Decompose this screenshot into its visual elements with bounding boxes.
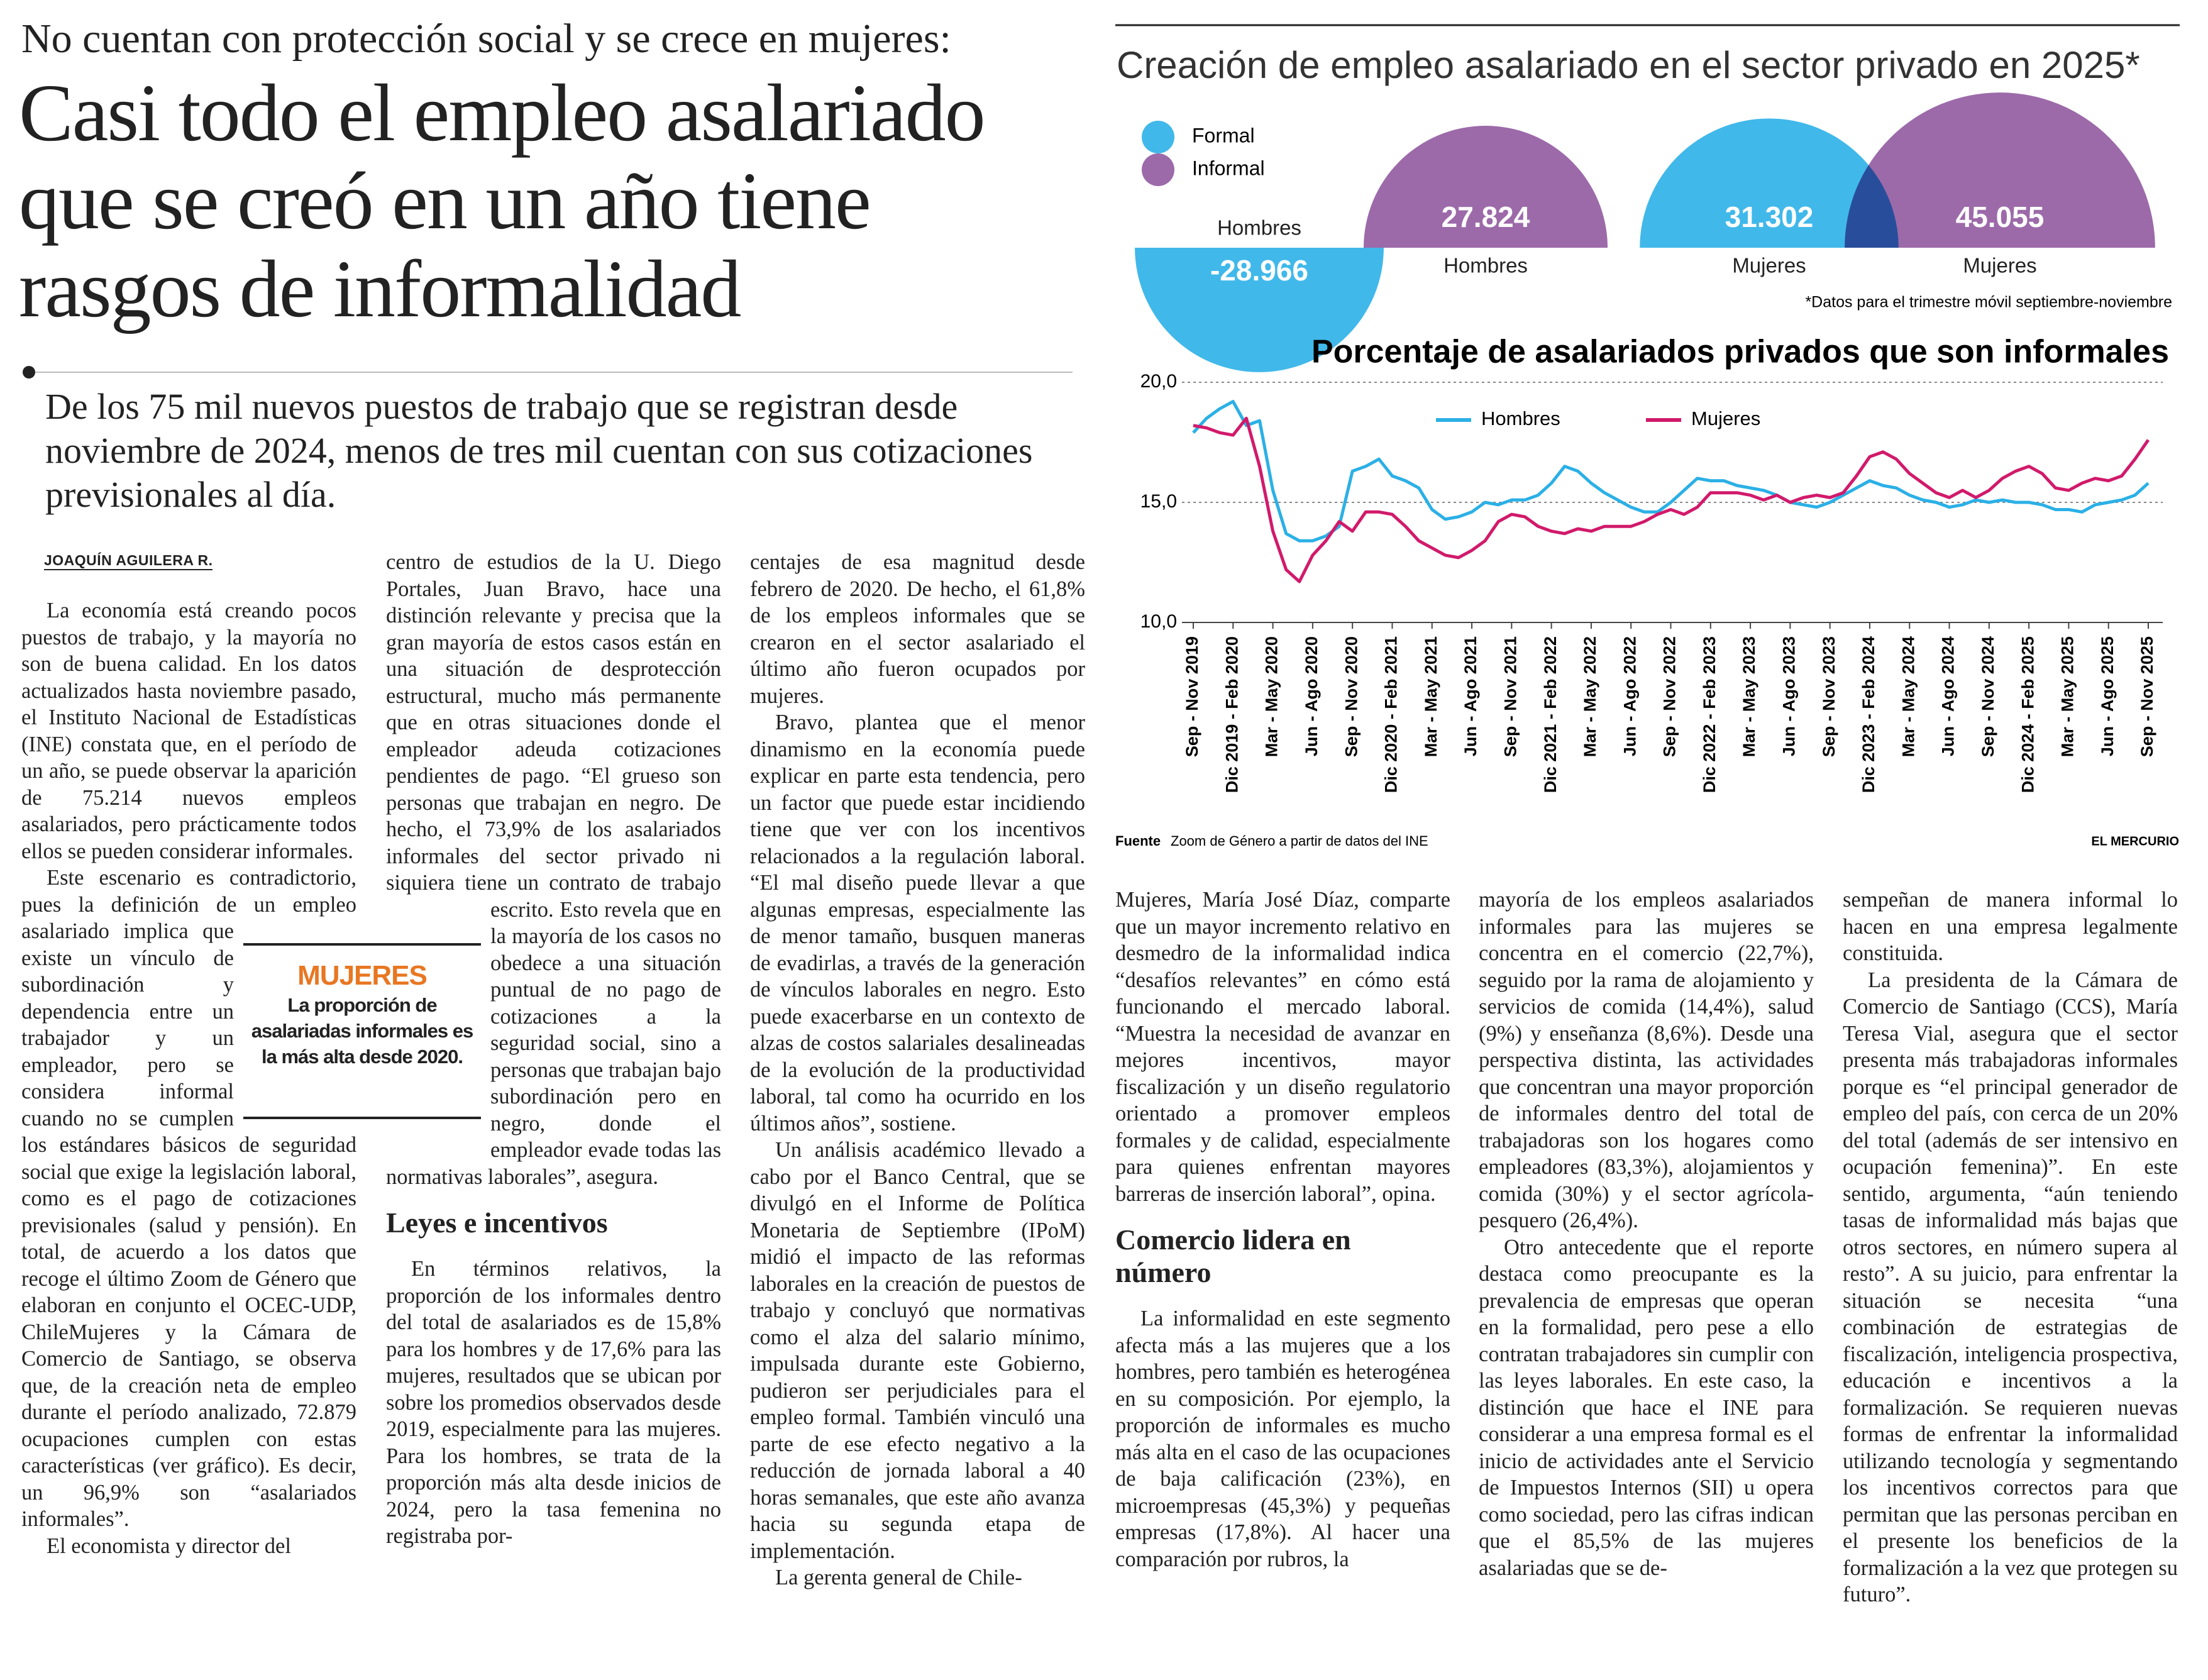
value-label: 27.824 xyxy=(1442,201,1530,233)
paragraph: Un análisis académico llevado a cabo por… xyxy=(750,1138,1085,1563)
subhead: Comercio lidera en número xyxy=(1115,1224,1351,1288)
x-tick-label: Mar - May 2022 xyxy=(1581,636,1599,757)
column: centajes de esa magnitud desde febrero d… xyxy=(750,549,1085,1591)
sidebar-label: MUJERES xyxy=(297,960,428,991)
column: Mujeres, María José Díaz, comparte que u… xyxy=(1115,887,1450,1572)
headline-line: Casi todo el empleo asalariado xyxy=(19,68,986,158)
value-label: 31.302 xyxy=(1725,201,1814,233)
paragraph: La informalidad en este segmento afecta … xyxy=(1115,1307,1450,1571)
bullet xyxy=(23,366,35,379)
x-tick-label: Dic 2023 - Feb 2024 xyxy=(1859,636,1878,793)
kicker: No cuentan con protección social y se cr… xyxy=(21,16,951,62)
category-label: Mujeres xyxy=(1732,254,1806,277)
x-tick-label: Dic 2019 - Feb 2020 xyxy=(1222,636,1241,793)
deck: De los 75 mil nuevos puestos de trabajo … xyxy=(45,386,1033,515)
x-tick-label: Sep - Nov 2019 xyxy=(1183,636,1201,757)
rule xyxy=(35,372,1073,373)
y-tick-label: 20,0 xyxy=(1140,371,1177,392)
half-circle xyxy=(1640,118,1899,248)
x-tick-label: Mar - May 2023 xyxy=(1740,636,1758,757)
paragraph: sempeñan de manera informal lo hacen en … xyxy=(1843,888,2178,965)
paragraph: Otro antecedente que el reporte destaca … xyxy=(1479,1235,1814,1580)
category-label: Mujeres xyxy=(1963,254,2036,277)
paragraph: La gerenta general de Chile- xyxy=(775,1566,1022,1589)
x-tick-label: Jun - Ago 2023 xyxy=(1780,636,1799,756)
chart-note: *Datos para el trimestre móvil septiembr… xyxy=(1805,294,2172,311)
x-tick-label: Dic 2020 - Feb 2021 xyxy=(1382,636,1401,793)
half-circle xyxy=(1845,92,2155,248)
category-label: Hombres xyxy=(1217,216,1301,240)
x-tick-label: Sep - Nov 2025 xyxy=(2138,636,2156,757)
value-label: -28.966 xyxy=(1210,254,1308,287)
publisher: EL MERCURIO xyxy=(2091,834,2179,848)
half-circle xyxy=(1135,248,1384,372)
paragraph: En términos relativos, la proporción de … xyxy=(386,1257,721,1548)
x-tick-label: Mar - May 2020 xyxy=(1262,636,1281,757)
source-label: Fuente xyxy=(1115,833,1161,849)
x-tick-label: Mar - May 2021 xyxy=(1421,636,1440,757)
paragraph: Bravo, plantea que el menor dinamismo en… xyxy=(750,710,1085,1136)
sidebar-text: La proporción de asalariadas informales … xyxy=(251,994,473,1068)
column: mayoría de los empleos asalariados infor… xyxy=(1479,887,1814,1581)
y-tick-label: 15,0 xyxy=(1140,491,1177,512)
x-tick-label: Dic 2024 - Feb 2025 xyxy=(2018,636,2037,793)
byline: JOAQUÍN AGUILERA R. xyxy=(44,552,213,570)
x-tick-label: Dic 2021 - Feb 2022 xyxy=(1541,636,1560,793)
legend-label: Hombres xyxy=(1481,407,1560,429)
x-tick-label: Sep - Nov 2020 xyxy=(1342,636,1361,757)
legend-label: Mujeres xyxy=(1691,407,1760,429)
column: sempeñan de manera informal lo hacen en … xyxy=(1843,887,2178,1608)
paragraph: centro de estudios de la U. Diego Portal… xyxy=(386,550,721,1189)
legend-label: Formal xyxy=(1192,124,1255,146)
x-tick-label: Sep - Nov 2021 xyxy=(1501,636,1520,757)
x-tick-label: Sep - Nov 2022 xyxy=(1660,636,1679,757)
column: La economía está creando pocos puestos d… xyxy=(21,597,356,1559)
category-label: Hombres xyxy=(1443,254,1528,277)
charts: Fuente Zoom de Género a partir de datos … xyxy=(1115,24,2180,849)
x-tick-label: Jun - Ago 2021 xyxy=(1461,636,1480,756)
half-circle xyxy=(1364,126,1608,248)
line-series xyxy=(1192,400,2150,543)
paragraph: La presidenta de la Cámara de Comercio d… xyxy=(1843,968,2178,1607)
chart-title: Creación de empleo asalariado en el sect… xyxy=(1117,44,2140,86)
x-tick-label: Jun - Ago 2024 xyxy=(1939,636,1958,756)
headline-line: que se creó en un año tiene xyxy=(19,156,871,246)
x-tick-label: Mar - May 2025 xyxy=(2058,636,2077,757)
chart-title: Porcentaje de asalariados privados que s… xyxy=(1311,334,2169,370)
subhead: Leyes e incentivos xyxy=(386,1207,608,1239)
paragraph: La economía está creando pocos puestos d… xyxy=(21,599,356,863)
line-series xyxy=(1193,416,2150,583)
value-label: 45.055 xyxy=(1956,201,2045,233)
x-tick-label: Sep - Nov 2023 xyxy=(1819,636,1838,757)
headline-line: rasgos de informalidad xyxy=(19,244,741,334)
x-tick-label: Dic 2022 - Feb 2023 xyxy=(1700,636,1719,793)
headline: Casi todo el empleo asalariado que se cr… xyxy=(19,68,986,334)
legend-swatch xyxy=(1142,153,1174,186)
column: centro de estudios de la U. Diego Portal… xyxy=(386,549,721,1550)
paragraph: Este escenario es contradictorio, pues l… xyxy=(21,866,356,1531)
x-tick-label: Jun - Ago 2020 xyxy=(1302,636,1321,756)
y-tick-label: 10,0 xyxy=(1140,611,1177,632)
paragraph: mayoría de los empleos asalariados infor… xyxy=(1479,888,1814,1232)
paragraph: Mujeres, María José Díaz, comparte que u… xyxy=(1115,888,1450,1206)
sidebar: MUJERES La proporción de asalariadas inf… xyxy=(243,943,481,1119)
paragraph: centajes de esa magnitud desde febrero d… xyxy=(750,550,1085,708)
source-text: Zoom de Género a partir de datos del INE xyxy=(1171,833,1428,849)
legend-swatch xyxy=(1142,121,1174,153)
legend-label: Informal xyxy=(1192,157,1265,179)
x-tick-label: Sep - Nov 2024 xyxy=(1979,636,1997,757)
paragraph: El economista y director del xyxy=(47,1534,291,1558)
x-tick-label: Jun - Ago 2022 xyxy=(1620,636,1639,756)
x-tick-label: Mar - May 2024 xyxy=(1899,636,1918,757)
x-tick-label: Jun - Ago 2025 xyxy=(2098,636,2117,756)
